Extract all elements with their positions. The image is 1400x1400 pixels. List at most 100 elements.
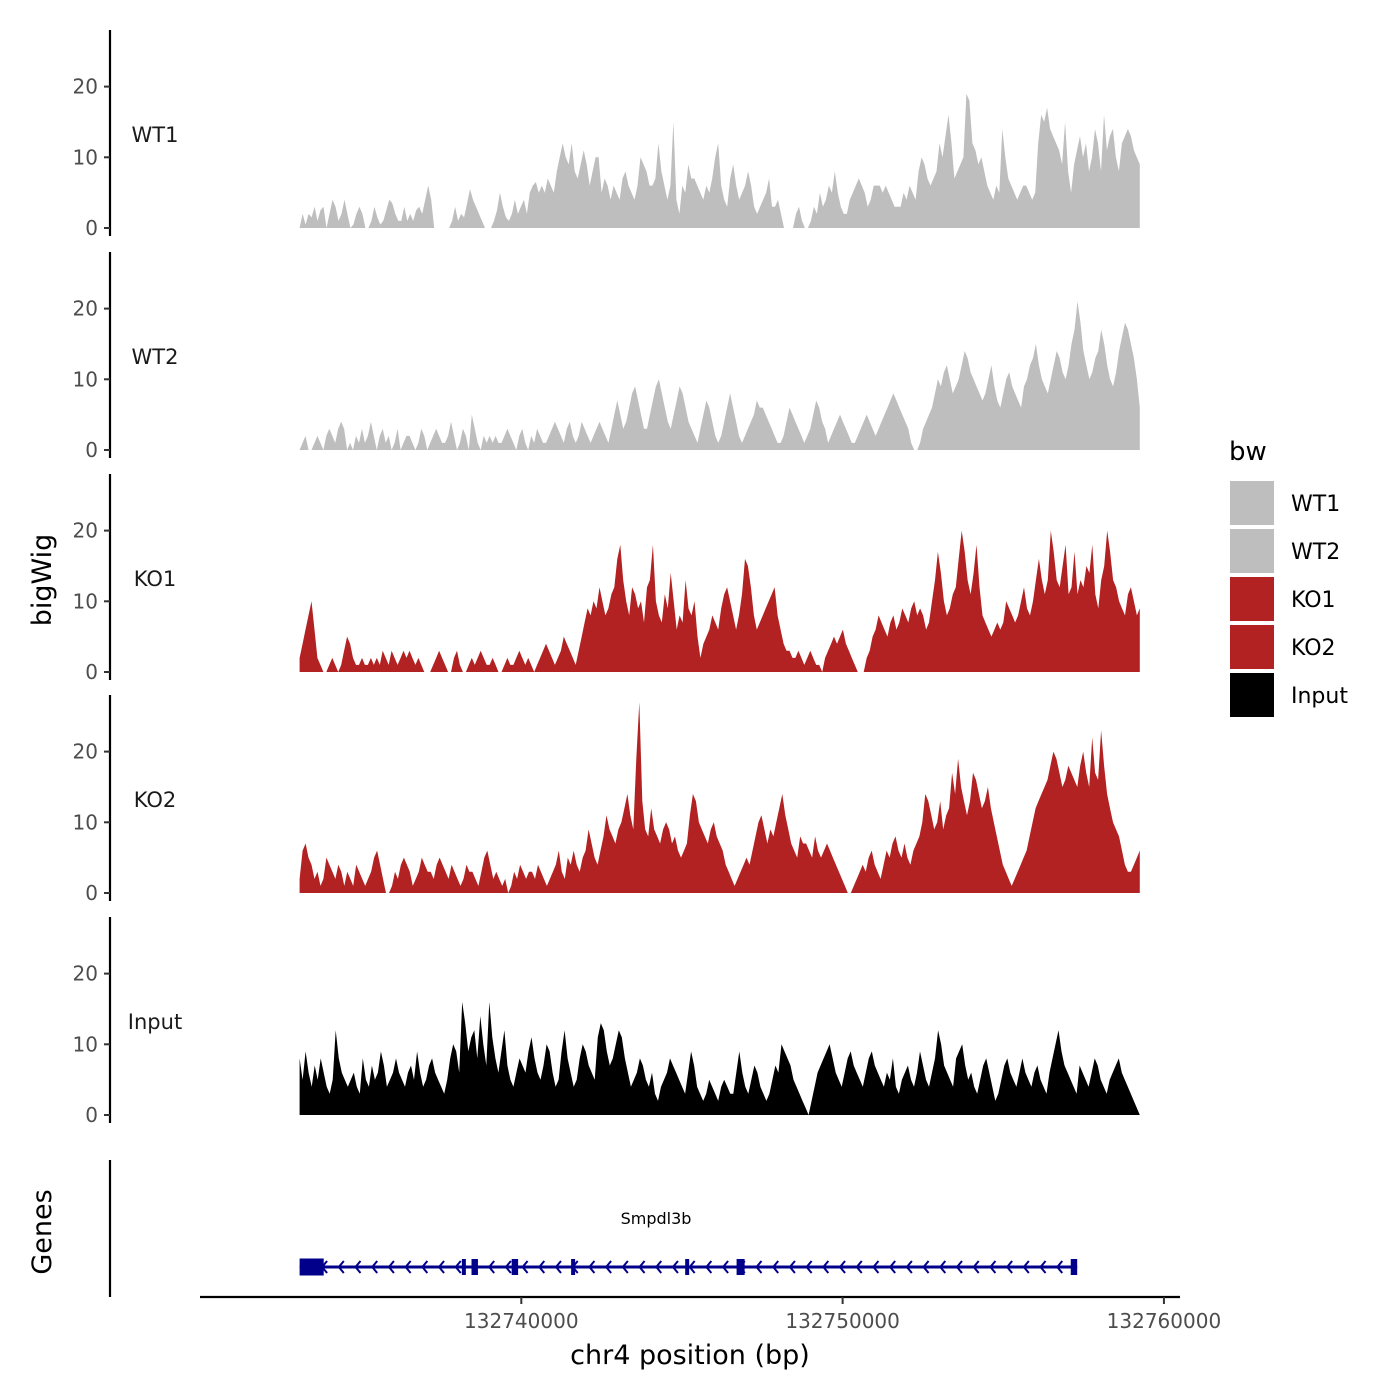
panel-label: WT1 (132, 123, 179, 147)
strand-arrow (1005, 1260, 1013, 1274)
y-axis-title: bigWig (27, 534, 58, 627)
gene-exon (685, 1259, 690, 1275)
legend-swatch-input (1230, 673, 1274, 717)
strand-arrow (705, 1260, 713, 1274)
y-tick-label: 0 (85, 438, 98, 462)
gene-exon (299, 1258, 324, 1276)
strand-arrow (872, 1260, 880, 1274)
legend-label-wt1: WT1 (1291, 492, 1340, 517)
strand-arrow (939, 1260, 947, 1274)
strand-arrow (387, 1260, 395, 1274)
legend-label-ko2: KO2 (1291, 636, 1336, 661)
strand-arrow (554, 1260, 562, 1274)
y-tick-label: 20 (73, 740, 98, 764)
strand-arrow (454, 1260, 462, 1274)
strand-arrow (922, 1260, 930, 1274)
panels: 0 10 20 WT1 0 10 20 WT2 0 10 20 KO1 0 10 20 KO2 0 10 20 Inp… (73, 30, 1140, 1127)
x-tick-label: 132760000 (1107, 1309, 1222, 1333)
y-tick-label: 0 (85, 1103, 98, 1127)
panel-label: KO2 (134, 788, 177, 812)
panel-label: KO1 (134, 567, 177, 591)
y-tick-label: 10 (73, 145, 98, 169)
strand-arrow (1039, 1260, 1047, 1274)
legend-swatch-ko1 (1230, 577, 1274, 621)
coverage-area-wt1 (299, 93, 1140, 228)
strand-arrow (1022, 1260, 1030, 1274)
gene-exon (1070, 1259, 1078, 1275)
genes-axis-title: Genes (27, 1189, 58, 1274)
strand-arrow (504, 1260, 512, 1274)
strand-arrow (688, 1260, 696, 1274)
y-tick-label: 20 (73, 962, 98, 986)
y-tick-label: 20 (73, 297, 98, 321)
strand-arrow (838, 1260, 846, 1274)
strand-arrow (1055, 1260, 1064, 1274)
x-axis: 132740000 132750000 132760000 (200, 1295, 1222, 1333)
strand-arrow (404, 1260, 412, 1274)
strand-arrow (621, 1260, 629, 1274)
legend-title: bw (1229, 437, 1267, 467)
strand-arrow (989, 1260, 997, 1274)
y-tick-label: 0 (85, 660, 98, 684)
coverage-area-ko1 (299, 530, 1140, 672)
strand-arrow (855, 1260, 863, 1274)
panel-wt2: 0 10 20 WT2 (73, 252, 1140, 462)
strand-arrow (538, 1260, 546, 1274)
legend-label-ko1: KO1 (1291, 588, 1336, 613)
strand-arrow (671, 1260, 679, 1274)
legend: bw WT1 WT2 KO1 KO2 Input (1229, 437, 1348, 717)
x-axis-title: chr4 position (bp) (570, 1340, 810, 1371)
panel-label: WT2 (132, 345, 179, 369)
panel-label: Input (128, 1010, 182, 1034)
panel-input: 0 10 20 Input (73, 917, 1140, 1127)
strand-arrow (955, 1260, 963, 1274)
strand-arrow (437, 1260, 445, 1274)
gene-track: Smpdl3b (108, 1160, 1078, 1297)
strand-arrow (755, 1260, 763, 1274)
x-tick-label: 132740000 (464, 1309, 579, 1333)
panel-ko2: 0 10 20 KO2 (73, 695, 1140, 905)
y-tick-label: 20 (73, 75, 98, 99)
panel-wt1: 0 10 20 WT1 (73, 30, 1140, 240)
y-tick-label: 10 (73, 367, 98, 391)
strand-arrow (888, 1260, 896, 1274)
strand-arrow (638, 1260, 646, 1274)
legend-label-input: Input (1291, 684, 1348, 709)
coverage-area-wt2 (299, 301, 1140, 450)
strand-arrow (654, 1260, 663, 1274)
strand-arrow (805, 1260, 813, 1274)
gene-exon (511, 1259, 519, 1275)
legend-label-wt2: WT2 (1291, 540, 1340, 565)
gene-exon (471, 1259, 478, 1275)
legend-swatch-wt2 (1230, 529, 1274, 573)
strand-arrow (588, 1260, 596, 1274)
y-tick-label: 0 (85, 881, 98, 905)
strand-arrow (370, 1260, 378, 1274)
gene-exon (571, 1259, 576, 1275)
panel-ko1: 0 10 20 KO1 (73, 474, 1140, 684)
strand-arrow (521, 1260, 529, 1274)
y-tick-label: 10 (73, 1032, 98, 1056)
strand-arrow (972, 1260, 980, 1274)
gene-exon (461, 1259, 466, 1275)
x-tick-label: 132750000 (785, 1309, 900, 1333)
gene-exon (736, 1259, 745, 1275)
y-tick-label: 20 (73, 519, 98, 543)
strand-arrow (337, 1260, 345, 1274)
strand-arrow (354, 1260, 362, 1274)
strand-arrow (721, 1260, 729, 1274)
strand-arrow (487, 1260, 495, 1274)
strand-arrow (788, 1260, 796, 1274)
legend-swatch-ko2 (1230, 625, 1274, 669)
legend-swatch-wt1 (1230, 481, 1274, 525)
strand-arrow (822, 1260, 830, 1274)
gene-name-label: Smpdl3b (621, 1209, 692, 1228)
coverage-area-ko2 (299, 702, 1140, 893)
strand-arrow (771, 1260, 779, 1274)
strand-arrow (905, 1260, 913, 1274)
strand-arrow (421, 1260, 429, 1274)
y-tick-label: 10 (73, 810, 98, 834)
coverage-area-input (299, 1001, 1140, 1115)
y-tick-label: 10 (73, 589, 98, 613)
